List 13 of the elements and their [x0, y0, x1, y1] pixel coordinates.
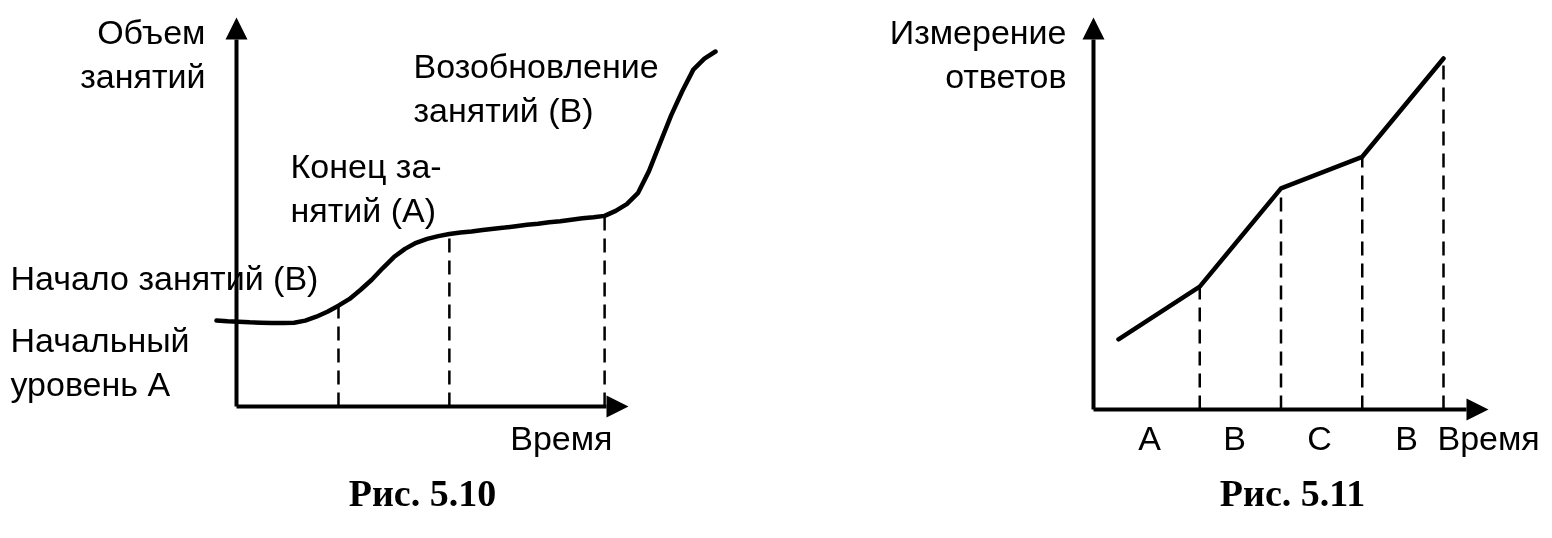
text: Начальный уровень A [10, 320, 190, 404]
annotation: Возобновление занятий (B) [413, 46, 659, 130]
y-axis-title: Измерение ответов [889, 12, 1067, 96]
text: B [1223, 418, 1246, 457]
annotation: Конец за- нятий (A) [290, 146, 442, 230]
text: A [1138, 418, 1162, 457]
x-axis-title: Время [1437, 418, 1540, 457]
text: B [1395, 418, 1418, 457]
x-axis-title: Время [510, 418, 613, 457]
y-axis-title: Объем занятий [80, 12, 206, 96]
text: Рис. 5.10 [348, 471, 497, 514]
text: C [1307, 418, 1332, 457]
text: Рис. 5.11 [1219, 471, 1366, 514]
